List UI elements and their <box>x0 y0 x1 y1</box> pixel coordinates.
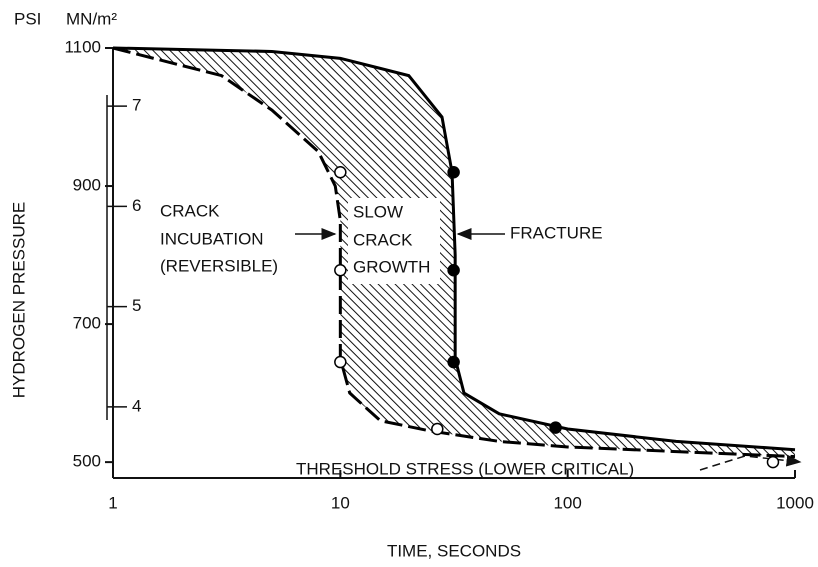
data-point <box>766 455 780 469</box>
annotation: CRACK <box>160 201 220 220</box>
annotation: CRACK <box>353 230 413 249</box>
data-point <box>447 355 460 369</box>
data-point <box>334 263 347 277</box>
y2-tick-label: 7 <box>132 96 141 115</box>
annotation: (REVERSIBLE) <box>160 256 278 275</box>
y2-unit: MN/m² <box>66 9 117 28</box>
label-background <box>348 198 440 284</box>
annotation: GROWTH <box>353 257 430 276</box>
y-axis-label: HYDROGEN PRESSURE <box>9 202 28 398</box>
annotation: FRACTURE <box>510 223 603 242</box>
x-tick-label: 1 <box>108 493 117 512</box>
data-point <box>431 422 444 436</box>
data-point <box>447 263 460 277</box>
annotation: SLOW <box>353 202 403 221</box>
y-tick-label: 500 <box>73 452 101 471</box>
y-unit: PSI <box>14 9 41 28</box>
y-tick-label: 1100 <box>64 37 101 56</box>
annotation: THRESHOLD STRESS (LOWER CRITICAL) <box>296 459 634 478</box>
data-point <box>447 165 460 179</box>
data-point <box>549 421 562 434</box>
x-tick-label: 10 <box>331 493 350 512</box>
y-tick-label: 900 <box>73 176 101 195</box>
data-point <box>334 165 347 179</box>
arrow <box>699 454 802 471</box>
data-point <box>334 355 347 369</box>
y2-tick-label: 4 <box>132 396 141 415</box>
curve <box>112 46 796 452</box>
y2-tick-label: 6 <box>132 196 141 215</box>
y-tick-label: 700 <box>73 314 101 333</box>
x-tick-label: 1000 <box>776 493 814 512</box>
x-tick-label: 100 <box>553 493 581 512</box>
y2-tick-label: 5 <box>132 296 141 315</box>
x-axis-label: TIME, SECONDS <box>387 541 521 560</box>
annotation: INCUBATION <box>160 229 264 248</box>
